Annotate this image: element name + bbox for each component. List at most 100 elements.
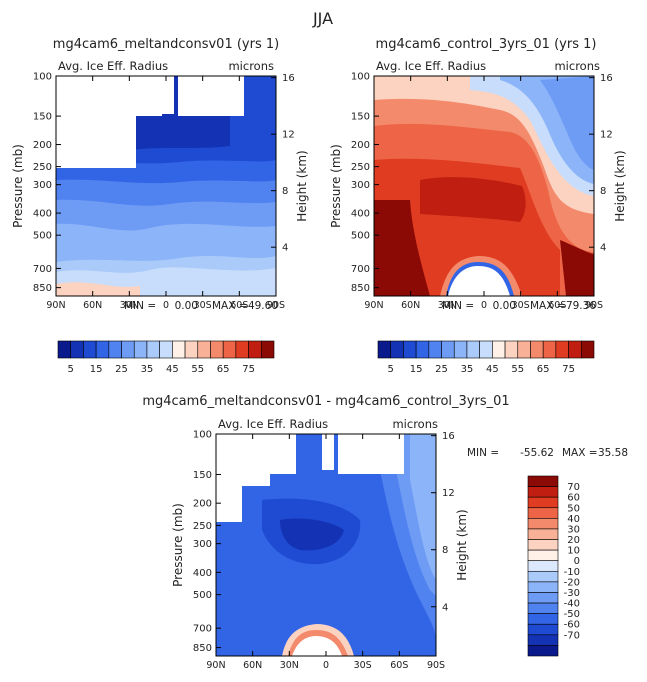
panel-a-field bbox=[56, 76, 276, 296]
y2-tick-label: 16 bbox=[282, 73, 295, 84]
colorbar-cell bbox=[527, 634, 559, 646]
y-tick-label: 200 bbox=[351, 140, 370, 151]
colorbar-cell bbox=[527, 496, 559, 509]
panel-c-axes: 90N 60N 30N 0 30S 60S 90S 100 150 200 250 300 400 500… bbox=[171, 430, 469, 672]
y2-tick-label: 8 bbox=[442, 545, 448, 556]
y2-tick-label: 4 bbox=[282, 243, 288, 254]
x-tick-label: 90S bbox=[427, 660, 445, 671]
colorbar-cell bbox=[210, 340, 224, 359]
colorbar-cell bbox=[121, 340, 135, 359]
field-band bbox=[56, 282, 140, 296]
colorbar-cell bbox=[428, 340, 442, 359]
y-tick-label: 300 bbox=[33, 180, 52, 191]
x-tick-label: 90N bbox=[46, 300, 65, 311]
x-tick-label: 30N bbox=[438, 300, 457, 311]
panel-c-max-label: MAX = bbox=[562, 447, 598, 459]
colorbar-cell bbox=[403, 340, 417, 359]
y2-tick-label: 16 bbox=[442, 431, 455, 442]
colorbar-tick-label: 55 bbox=[511, 364, 524, 375]
colorbar-tick-label: 55 bbox=[191, 364, 204, 375]
panel-c-subtitle-right: microns bbox=[392, 417, 438, 431]
y2-tick-label: 12 bbox=[442, 488, 455, 499]
colorbar-cell bbox=[504, 340, 519, 359]
colorbar-cell bbox=[527, 528, 559, 540]
missing-data bbox=[136, 76, 162, 116]
colorbar-cell bbox=[517, 340, 531, 359]
y-tick-label: 300 bbox=[193, 539, 212, 550]
colorbar-cell bbox=[70, 340, 84, 359]
x-tick-label: 90S bbox=[267, 300, 285, 311]
x-tick-label: 60N bbox=[243, 660, 262, 671]
colorbar-tick-label: 5 bbox=[68, 364, 74, 375]
y-tick-label: 400 bbox=[351, 209, 370, 220]
colorbar-cell bbox=[441, 340, 455, 359]
colorbar-tick-label: 25 bbox=[435, 364, 448, 375]
colorbar-cell bbox=[527, 518, 559, 530]
colorbar-tick-label: 0 bbox=[574, 556, 580, 567]
colorbar-cell bbox=[479, 340, 493, 359]
colorbar-cell bbox=[235, 340, 249, 359]
colorbar-cell bbox=[453, 340, 468, 359]
colorbar-cell bbox=[197, 340, 211, 359]
colorbar-tick-label: 20 bbox=[567, 535, 580, 546]
missing-data bbox=[322, 434, 334, 470]
panel-a-min-value: 0.00 bbox=[175, 300, 198, 312]
y-tick-label: 500 bbox=[351, 231, 370, 242]
panel-a-max-value: 49.60 bbox=[248, 300, 278, 312]
y-tick-label: 300 bbox=[351, 180, 370, 191]
colorbar-cell bbox=[527, 602, 559, 614]
y2-axis-label: Height (km) bbox=[455, 509, 469, 580]
panel-a-title: mg4cam6_meltandconsv01 (yrs 1) bbox=[53, 37, 279, 52]
colorbar-tick-label: 10 bbox=[567, 546, 580, 557]
colorbar-tick-label: 5 bbox=[388, 364, 394, 375]
colorbar-cell bbox=[527, 475, 559, 487]
y2-tick-label: 8 bbox=[600, 186, 606, 197]
x-tick-label: 90N bbox=[364, 300, 383, 311]
colorbar-cell bbox=[527, 560, 559, 572]
field-band bbox=[420, 177, 526, 222]
panel-b-max-label: MAX = bbox=[530, 300, 566, 312]
colorbar-tick-label: 15 bbox=[90, 364, 103, 375]
colorbar-cell bbox=[527, 507, 559, 519]
y-axis-label: Pressure (mb) bbox=[11, 144, 25, 228]
y-tick-label: 200 bbox=[33, 140, 52, 151]
colorbar-tick-label: 45 bbox=[486, 364, 499, 375]
colorbar-tick-label: -20 bbox=[564, 577, 580, 588]
colorbar-cell bbox=[95, 340, 110, 359]
panel-c-title: mg4cam6_meltandconsv01 - mg4cam6_control… bbox=[142, 394, 509, 409]
y-tick-label: 700 bbox=[33, 264, 52, 275]
panel-b-min-value: 0.00 bbox=[493, 300, 516, 312]
y-tick-label: 250 bbox=[193, 521, 212, 532]
missing-data bbox=[216, 434, 242, 522]
y2-tick-label: 8 bbox=[282, 186, 288, 197]
y2-tick-label: 4 bbox=[442, 602, 448, 613]
colorbar-cell bbox=[172, 340, 186, 359]
colorbar-cell bbox=[146, 340, 160, 359]
colorbar-cell bbox=[184, 340, 199, 359]
panel-control: mg4cam6_control_3yrs_01 (yrs 1) Avg. Ice… bbox=[329, 37, 627, 375]
x-tick-label: 90S bbox=[585, 300, 603, 311]
x-tick-label: 30N bbox=[280, 660, 299, 671]
panel-a-subtitle-left: Avg. Ice Eff. Radius bbox=[58, 59, 168, 73]
x-tick-label: 30N bbox=[120, 300, 139, 311]
panel-meltandconsv01: mg4cam6_meltandconsv01 (yrs 1) Avg. Ice … bbox=[11, 37, 309, 375]
colorbar-tick-label: 35 bbox=[141, 364, 154, 375]
colorbar-tick-label: 40 bbox=[567, 514, 580, 525]
y2-axis-label: Height (km) bbox=[295, 150, 309, 221]
colorbar-cell bbox=[555, 340, 569, 359]
y-tick-label: 500 bbox=[33, 231, 52, 242]
colorbar-cell bbox=[108, 340, 122, 359]
colorbar-tick-label: -60 bbox=[564, 620, 580, 631]
colorbar-cell bbox=[527, 613, 559, 625]
y-tick-label: 150 bbox=[33, 112, 52, 123]
colorbar-cell bbox=[580, 340, 595, 359]
figure-title: JJA bbox=[312, 9, 333, 28]
colorbar-tick-label: 65 bbox=[537, 364, 550, 375]
y-tick-label: 250 bbox=[33, 162, 52, 173]
y-tick-label: 150 bbox=[351, 112, 370, 123]
colorbar-tick-label: 75 bbox=[562, 364, 575, 375]
colorbar-tick-label: -50 bbox=[564, 609, 580, 620]
panel-c-min-label: MIN = bbox=[467, 447, 499, 459]
panel-b-subtitle-left: Avg. Ice Eff. Radius bbox=[376, 59, 486, 73]
